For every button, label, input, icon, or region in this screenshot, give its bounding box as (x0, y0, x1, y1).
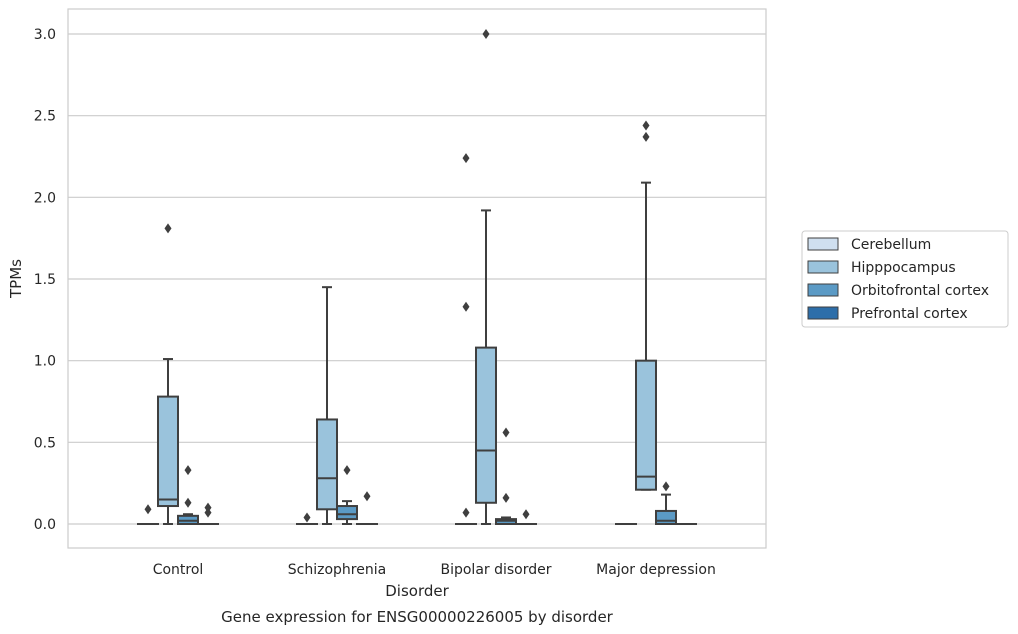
box-hipppocampus-major-depression (635, 120, 657, 491)
box-prefrontal-cortex-control (197, 502, 219, 526)
legend-item-cerebellum: Cerebellum (807, 237, 931, 253)
legend-frame (801, 230, 1009, 328)
box-cerebellum-bipolar-disorder (455, 153, 477, 526)
boxes (137, 29, 697, 526)
outlier-point (462, 153, 470, 164)
outlier-point (502, 492, 510, 503)
x-axis-label: Disorder (385, 582, 449, 600)
box-prefrontal-cortex-schizophrenia (356, 491, 378, 526)
legend-swatch (807, 306, 839, 320)
x-tick-label-bipolar-disorder: Bipolar disorder (440, 562, 551, 578)
box-orbitofrontal-cortex-control (177, 465, 199, 525)
outlier-point (363, 491, 371, 502)
y-tick-label: 2.5 (34, 109, 56, 125)
outlier-point (184, 465, 192, 476)
legend-label: Orbitofrontal cortex (851, 283, 989, 299)
legend-swatch (807, 283, 839, 297)
outlier-point (522, 509, 530, 520)
outlier-point (204, 502, 212, 513)
x-tick-label-major-depression: Major depression (596, 562, 716, 578)
legend-item-orbitofrontal-cortex: Orbitofrontal cortex (807, 283, 989, 299)
y-tick-label: 0.5 (34, 435, 56, 451)
y-axis-label: TPMs (7, 259, 25, 299)
outlier-point (462, 301, 470, 312)
outlier-point (642, 131, 650, 142)
iqr-box (635, 359, 657, 491)
y-tick-label: 0.0 (34, 517, 56, 533)
outlier-point (482, 29, 490, 39)
outlier-point (462, 507, 470, 518)
outlier-point (662, 481, 670, 492)
iqr-box (655, 509, 677, 525)
outlier-point (144, 504, 152, 515)
legend-label: Prefrontal cortex (851, 306, 968, 322)
y-axis-ticks: 0.0 0.5 1.0 1.5 2.0 2.5 3.0 (34, 27, 56, 533)
x-axis-ticks: Control Schizophrenia Bipolar disorder Majo… (153, 562, 716, 578)
outlier-point (343, 465, 351, 476)
box-prefrontal-cortex-bipolar-disorder (515, 509, 537, 526)
box-hipppocampus-schizophrenia (316, 286, 338, 525)
box-cerebellum-control (137, 504, 159, 526)
legend-item-hipppocampus: Hipppocampus (807, 260, 956, 276)
iqr-box (336, 505, 358, 521)
box-orbitofrontal-cortex-schizophrenia (336, 465, 358, 525)
plot-area-frame (67, 8, 767, 549)
y-tick-label: 1.0 (34, 354, 56, 370)
iqr-box (316, 418, 338, 511)
outlier-point (184, 497, 192, 508)
y-tick-label: 2.0 (34, 190, 56, 206)
legend-label: Hipppocampus (851, 260, 956, 276)
chart-title: Gene expression for ENSG00000226005 by d… (221, 608, 614, 626)
iqr-box (157, 395, 179, 508)
legend-label: Cerebellum (851, 237, 931, 253)
y-tick-label: 3.0 (34, 27, 56, 43)
x-tick-label-schizophrenia: Schizophrenia (288, 562, 386, 578)
outlier-point (642, 120, 650, 131)
x-tick-label-control: Control (153, 562, 204, 578)
outlier-point (303, 512, 311, 523)
box-orbitofrontal-cortex-bipolar-disorder (495, 427, 517, 525)
box-hipppocampus-bipolar-disorder (475, 29, 497, 525)
legend-swatch (807, 237, 839, 251)
box-hipppocampus-control (157, 223, 179, 525)
box-orbitofrontal-cortex-major-depression (655, 481, 677, 525)
iqr-box (475, 346, 497, 504)
gridlines (68, 33, 766, 525)
box-cerebellum-schizophrenia (296, 512, 318, 526)
legend-swatch (807, 260, 839, 274)
outlier-point (502, 427, 510, 438)
legend-item-prefrontal-cortex: Prefrontal cortex (807, 306, 968, 322)
y-tick-label: 1.5 (34, 272, 56, 288)
legend: Cerebellum Hipppocampus Orbitofrontal cort… (801, 230, 1009, 328)
outlier-point (164, 223, 172, 234)
